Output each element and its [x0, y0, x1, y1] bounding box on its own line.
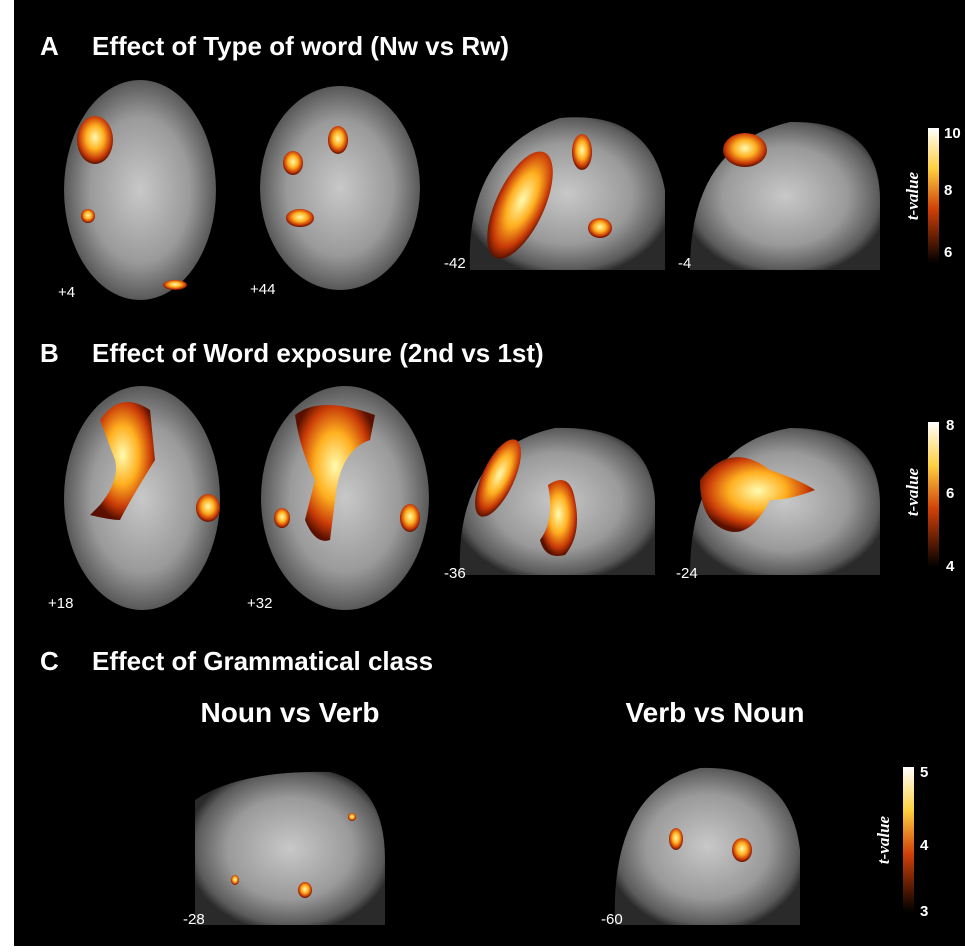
colorbar-tick: 10 — [944, 125, 961, 142]
colorbar — [903, 767, 914, 912]
slice-label: +44 — [250, 281, 275, 298]
slice-label: -36 — [444, 565, 466, 582]
colorbar-label: t-value — [903, 171, 922, 220]
slice-label: -24 — [676, 565, 698, 582]
colorbar-tick: 8 — [944, 182, 952, 199]
panel-title: Effect of Word exposure (2nd vs 1st) — [92, 338, 544, 368]
colorbar-tick: 3 — [920, 903, 928, 920]
colorbar-tick: 8 — [946, 417, 954, 434]
subtitle: Noun vs Verb — [201, 697, 380, 728]
panel-label: B — [40, 338, 59, 368]
colorbar-tick: 4 — [920, 837, 929, 854]
colorbar-tick: 6 — [946, 485, 954, 502]
colorbar — [928, 422, 939, 567]
slice-label: -4 — [678, 255, 691, 272]
colorbar-tick: 6 — [944, 244, 952, 261]
panel-label: C — [40, 646, 59, 676]
colorbar-tick: 5 — [920, 764, 928, 781]
colorbar-label: t-value — [903, 467, 922, 516]
slice-label: -60 — [601, 911, 623, 928]
colorbar-tick: 4 — [946, 558, 955, 575]
figure: A Effect of Type of word (Nw vs Rw) +4 +… — [0, 0, 965, 952]
subtitle: Verb vs Noun — [626, 697, 805, 728]
slice-label: -42 — [444, 255, 466, 272]
panel-label: A — [40, 31, 59, 61]
panel-title: Effect of Type of word (Nw vs Rw) — [92, 31, 509, 61]
colorbar — [928, 128, 939, 263]
slice-label: +18 — [48, 595, 73, 612]
slice-label: -28 — [183, 911, 205, 928]
panel-title: Effect of Grammatical class — [92, 646, 433, 676]
colorbar-label: t-value — [874, 815, 893, 864]
slice-label: +32 — [247, 595, 272, 612]
slice-label: +4 — [58, 284, 75, 301]
